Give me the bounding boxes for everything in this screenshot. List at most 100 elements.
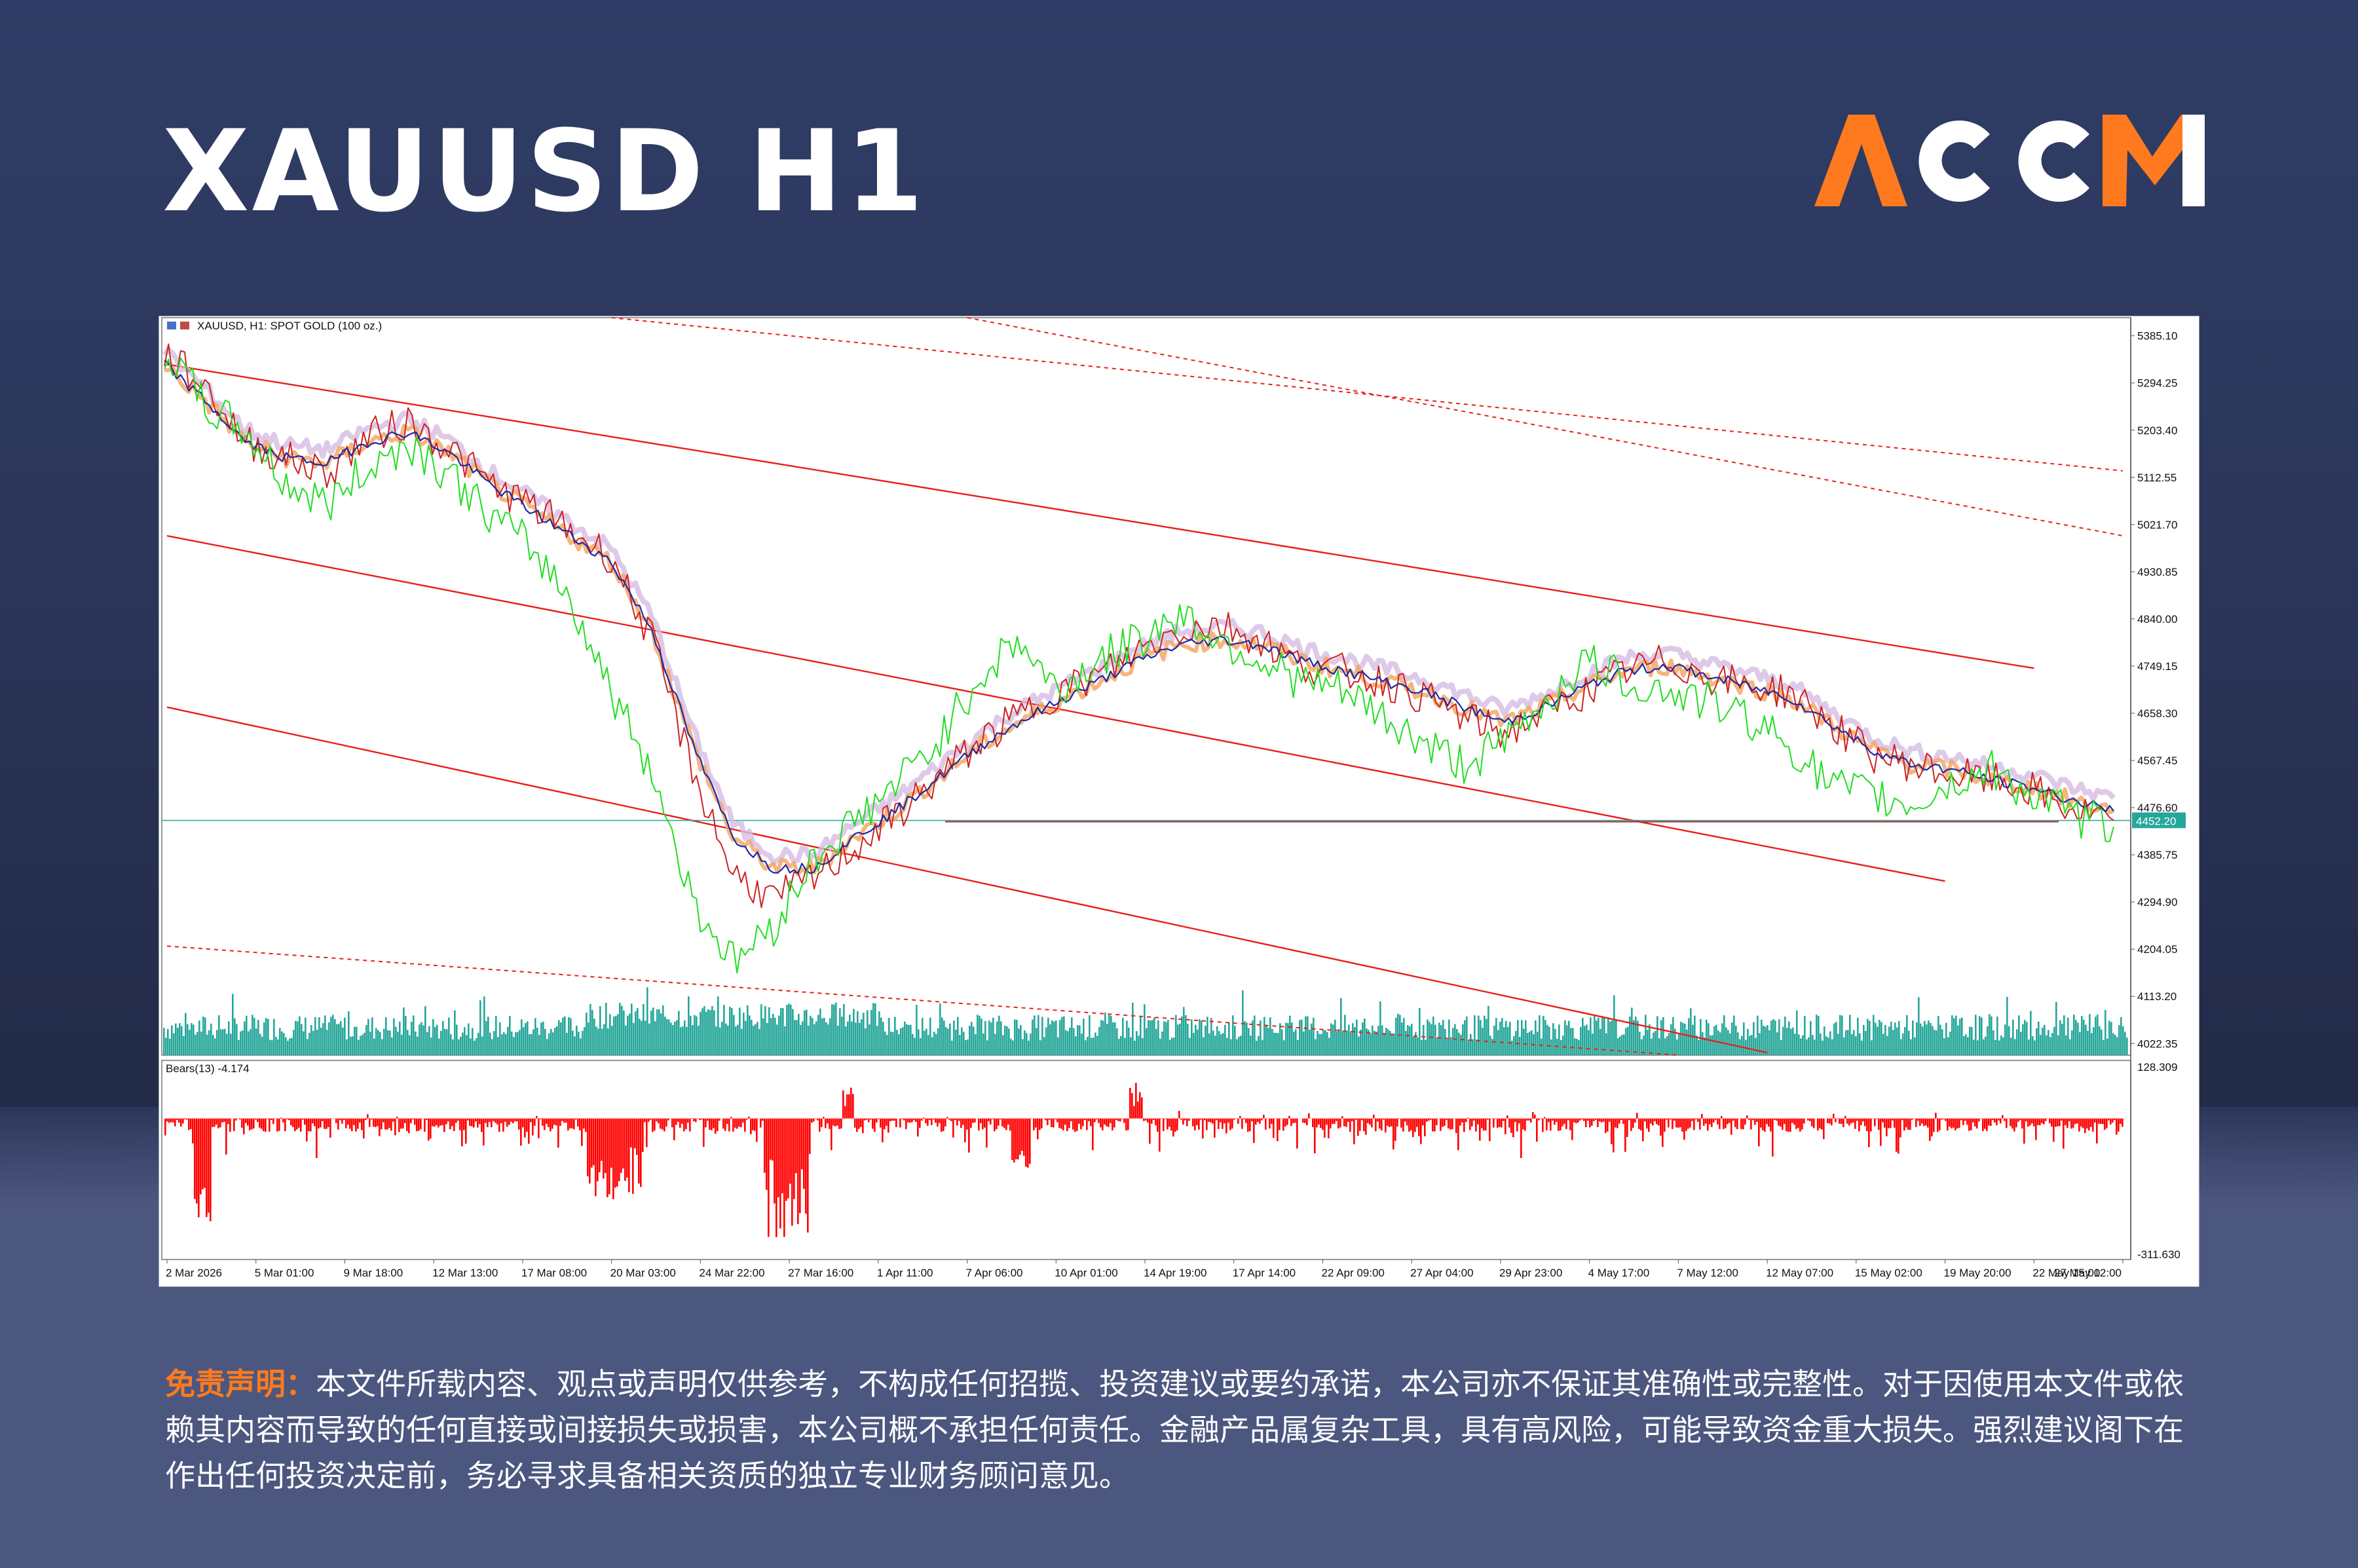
volume-bar [2095,1017,2097,1055]
volume-bar [937,1028,939,1055]
volume-bar [1521,1020,1523,1055]
volume-bar [1715,1024,1717,1055]
bears-bar [343,1118,345,1120]
bears-bar [257,1118,259,1122]
volume-bar [1617,1038,1619,1055]
volume-bar [1546,1024,1548,1055]
bears-bar [555,1118,557,1126]
volume-bar [289,1038,291,1055]
volume-bar [935,1034,937,1055]
volume-bar [1682,1022,1684,1055]
volume-bar [1833,1023,1835,1055]
volume-bar [890,1031,892,1055]
bears-bar [241,1118,243,1128]
volume-bar [1820,1033,1822,1055]
bears-bar [1821,1118,1823,1130]
bears-bar [1076,1118,1078,1131]
volume-bar [1480,1020,1482,1055]
volume-bar [407,1030,409,1055]
bears-bar [467,1118,469,1121]
volume-bar [1034,1015,1036,1055]
volume-bar [1159,1038,1161,1055]
volume-bar [1867,1018,1869,1055]
bears-bar [1668,1118,1670,1128]
bears-bar [2084,1118,2086,1134]
volume-bar [1529,1032,1531,1055]
volume-bar [1501,1018,1503,1055]
volume-bar [206,1034,208,1055]
volume-bar [967,1039,969,1055]
volume-bar [1757,1015,1759,1055]
bears-bar [921,1118,923,1121]
bears-bar [829,1118,831,1129]
volume-bar [902,1027,904,1055]
volume-bar [896,1030,898,1055]
bears-bar [416,1118,418,1132]
bears-bar [675,1118,677,1125]
volume-bar [580,1038,582,1055]
bears-bar [1689,1118,1691,1128]
bears-bar [2023,1118,2025,1144]
volume-bar [1839,1015,1841,1055]
bears-bar [654,1118,656,1131]
bears-bar [1538,1118,1540,1121]
volume-bar [1765,1026,1767,1055]
volume-bar [236,1024,238,1055]
bears-bar [978,1118,980,1131]
volume-bar [208,1030,210,1055]
volume-bar [1656,1016,1658,1055]
bears-bar [1958,1118,1960,1128]
volume-bar [413,1015,415,1055]
volume-bar [2081,1016,2083,1055]
volume-bar [360,1036,362,1055]
volume-bar [558,1020,560,1055]
bears-bar [929,1118,931,1121]
bears-bar [1941,1118,1943,1120]
volume-bar [1210,1018,1212,1055]
channel-line-1 [166,364,2034,669]
volume-bar [1179,1023,1181,1055]
bears-bar [1752,1118,1754,1121]
volume-bar [1792,1027,1794,1055]
volume-bar [232,994,234,1055]
bears-bar [548,1118,550,1127]
bears-bar [785,1118,787,1201]
bears-bar [280,1117,282,1119]
volume-bar [198,1020,200,1055]
bears-bar [347,1118,349,1125]
bears-bar [1797,1118,1799,1129]
volume-bar [979,1015,981,1055]
price-candles-line [164,343,2114,908]
volume-bar [975,1034,977,1055]
volume-bar [1466,1016,1468,1055]
bears-bar [1005,1118,1007,1130]
volume-bar [770,1018,772,1055]
volume-bar [1136,1031,1138,1055]
bears-bar [1385,1118,1387,1133]
volume-bar [1664,1038,1666,1055]
volume-bar [1434,1024,1436,1055]
volume-bar [218,1015,220,1055]
bears-bar [1025,1118,1027,1167]
bears-bar [1866,1118,1868,1132]
bears-bar [550,1118,552,1132]
bears-bar [465,1118,467,1144]
price-tick-label: 4113.20 [2137,990,2177,1003]
bears-bar [1874,1118,1876,1127]
volume-bar [1825,1036,1827,1055]
volume-bar [904,1021,906,1055]
volume-bar [487,1017,489,1055]
bears-bar [616,1118,618,1187]
volume-bar [1350,1032,1352,1055]
volume-bar [996,1021,998,1055]
bears-bar [870,1118,872,1120]
volume-bar [2106,1038,2108,1055]
volume-bar [1802,1035,1804,1055]
bears-bar [913,1118,915,1121]
bears-bar [1263,1114,1265,1119]
volume-bar [825,1022,827,1055]
bears-bar [278,1118,280,1131]
volume-bar [1629,1016,1631,1055]
volume-bar [358,1039,360,1055]
bears-bar [296,1118,298,1130]
